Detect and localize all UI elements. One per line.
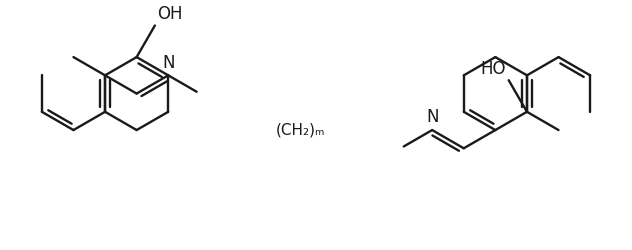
Text: N: N (162, 54, 174, 72)
Text: (CH₂)ₘ: (CH₂)ₘ (276, 122, 325, 137)
Text: HO: HO (481, 60, 506, 78)
Text: OH: OH (157, 5, 183, 23)
Text: N: N (426, 108, 439, 126)
